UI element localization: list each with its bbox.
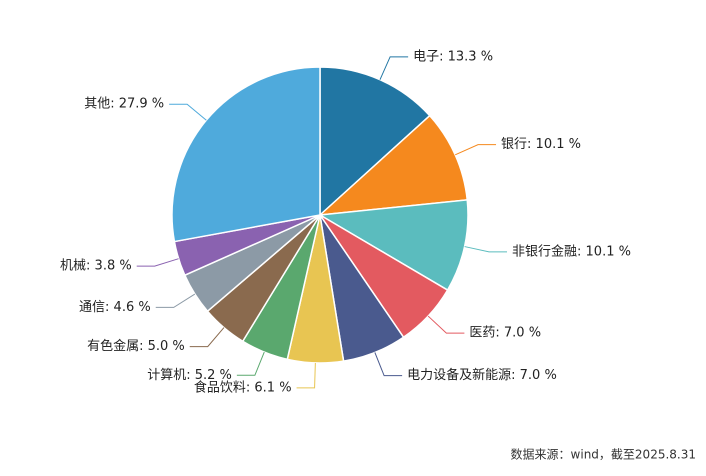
leader-line — [454, 144, 497, 156]
leader-line — [169, 103, 207, 121]
leader-line — [155, 293, 196, 308]
leader-line — [136, 258, 179, 267]
leader-line — [296, 362, 316, 389]
data-label: 银行: 10.1 % — [501, 137, 581, 152]
pie-slice — [319, 66, 431, 217]
data-label: 食品饮料: 6.1 % — [194, 379, 292, 395]
leader-line — [464, 246, 508, 253]
leader-line — [379, 56, 409, 80]
leader-line — [427, 315, 465, 334]
data-label: 通信: 4.6 % — [79, 300, 151, 315]
data-label: 电子: 13.3 % — [413, 49, 493, 64]
data-label: 机械: 3.8 % — [60, 259, 132, 274]
leader-line — [189, 327, 225, 348]
leader-line — [374, 352, 403, 377]
pie-slice — [171, 66, 321, 243]
data-label: 非银行金融: 10.1 % — [512, 243, 631, 259]
data-label: 有色金属: 5.0 % — [87, 338, 185, 354]
data-label: 其他: 27.9 % — [84, 97, 164, 112]
data-label: 电力设备及新能源: 7.0 % — [407, 367, 557, 383]
data-label: 计算机: 5.2 % — [147, 368, 232, 383]
leader-line — [236, 351, 265, 376]
source-note: 数据来源：wind，截至2025.8.31 — [511, 447, 696, 462]
data-label: 医药: 7.0 % — [469, 326, 541, 341]
